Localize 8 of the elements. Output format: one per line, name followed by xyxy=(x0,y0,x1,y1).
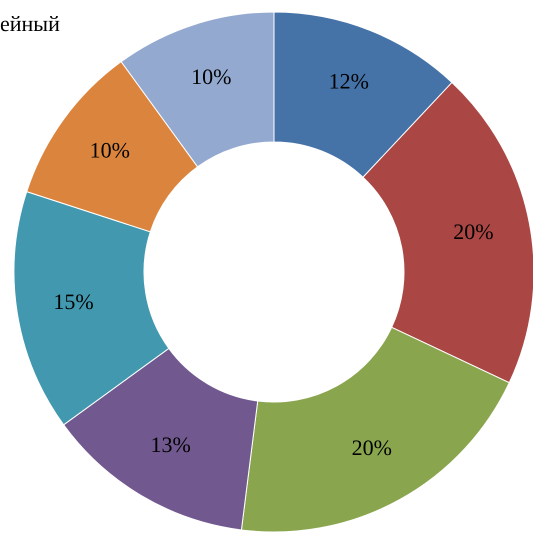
data-label: 12% xyxy=(328,68,369,94)
data-label: 20% xyxy=(453,219,494,244)
data-label: 10% xyxy=(191,64,232,89)
data-label: 20% xyxy=(352,434,392,460)
data-label: 15% xyxy=(53,288,94,314)
text: ейный xyxy=(0,11,60,36)
data-label: 10% xyxy=(90,138,130,163)
data-label: 13% xyxy=(150,432,191,457)
